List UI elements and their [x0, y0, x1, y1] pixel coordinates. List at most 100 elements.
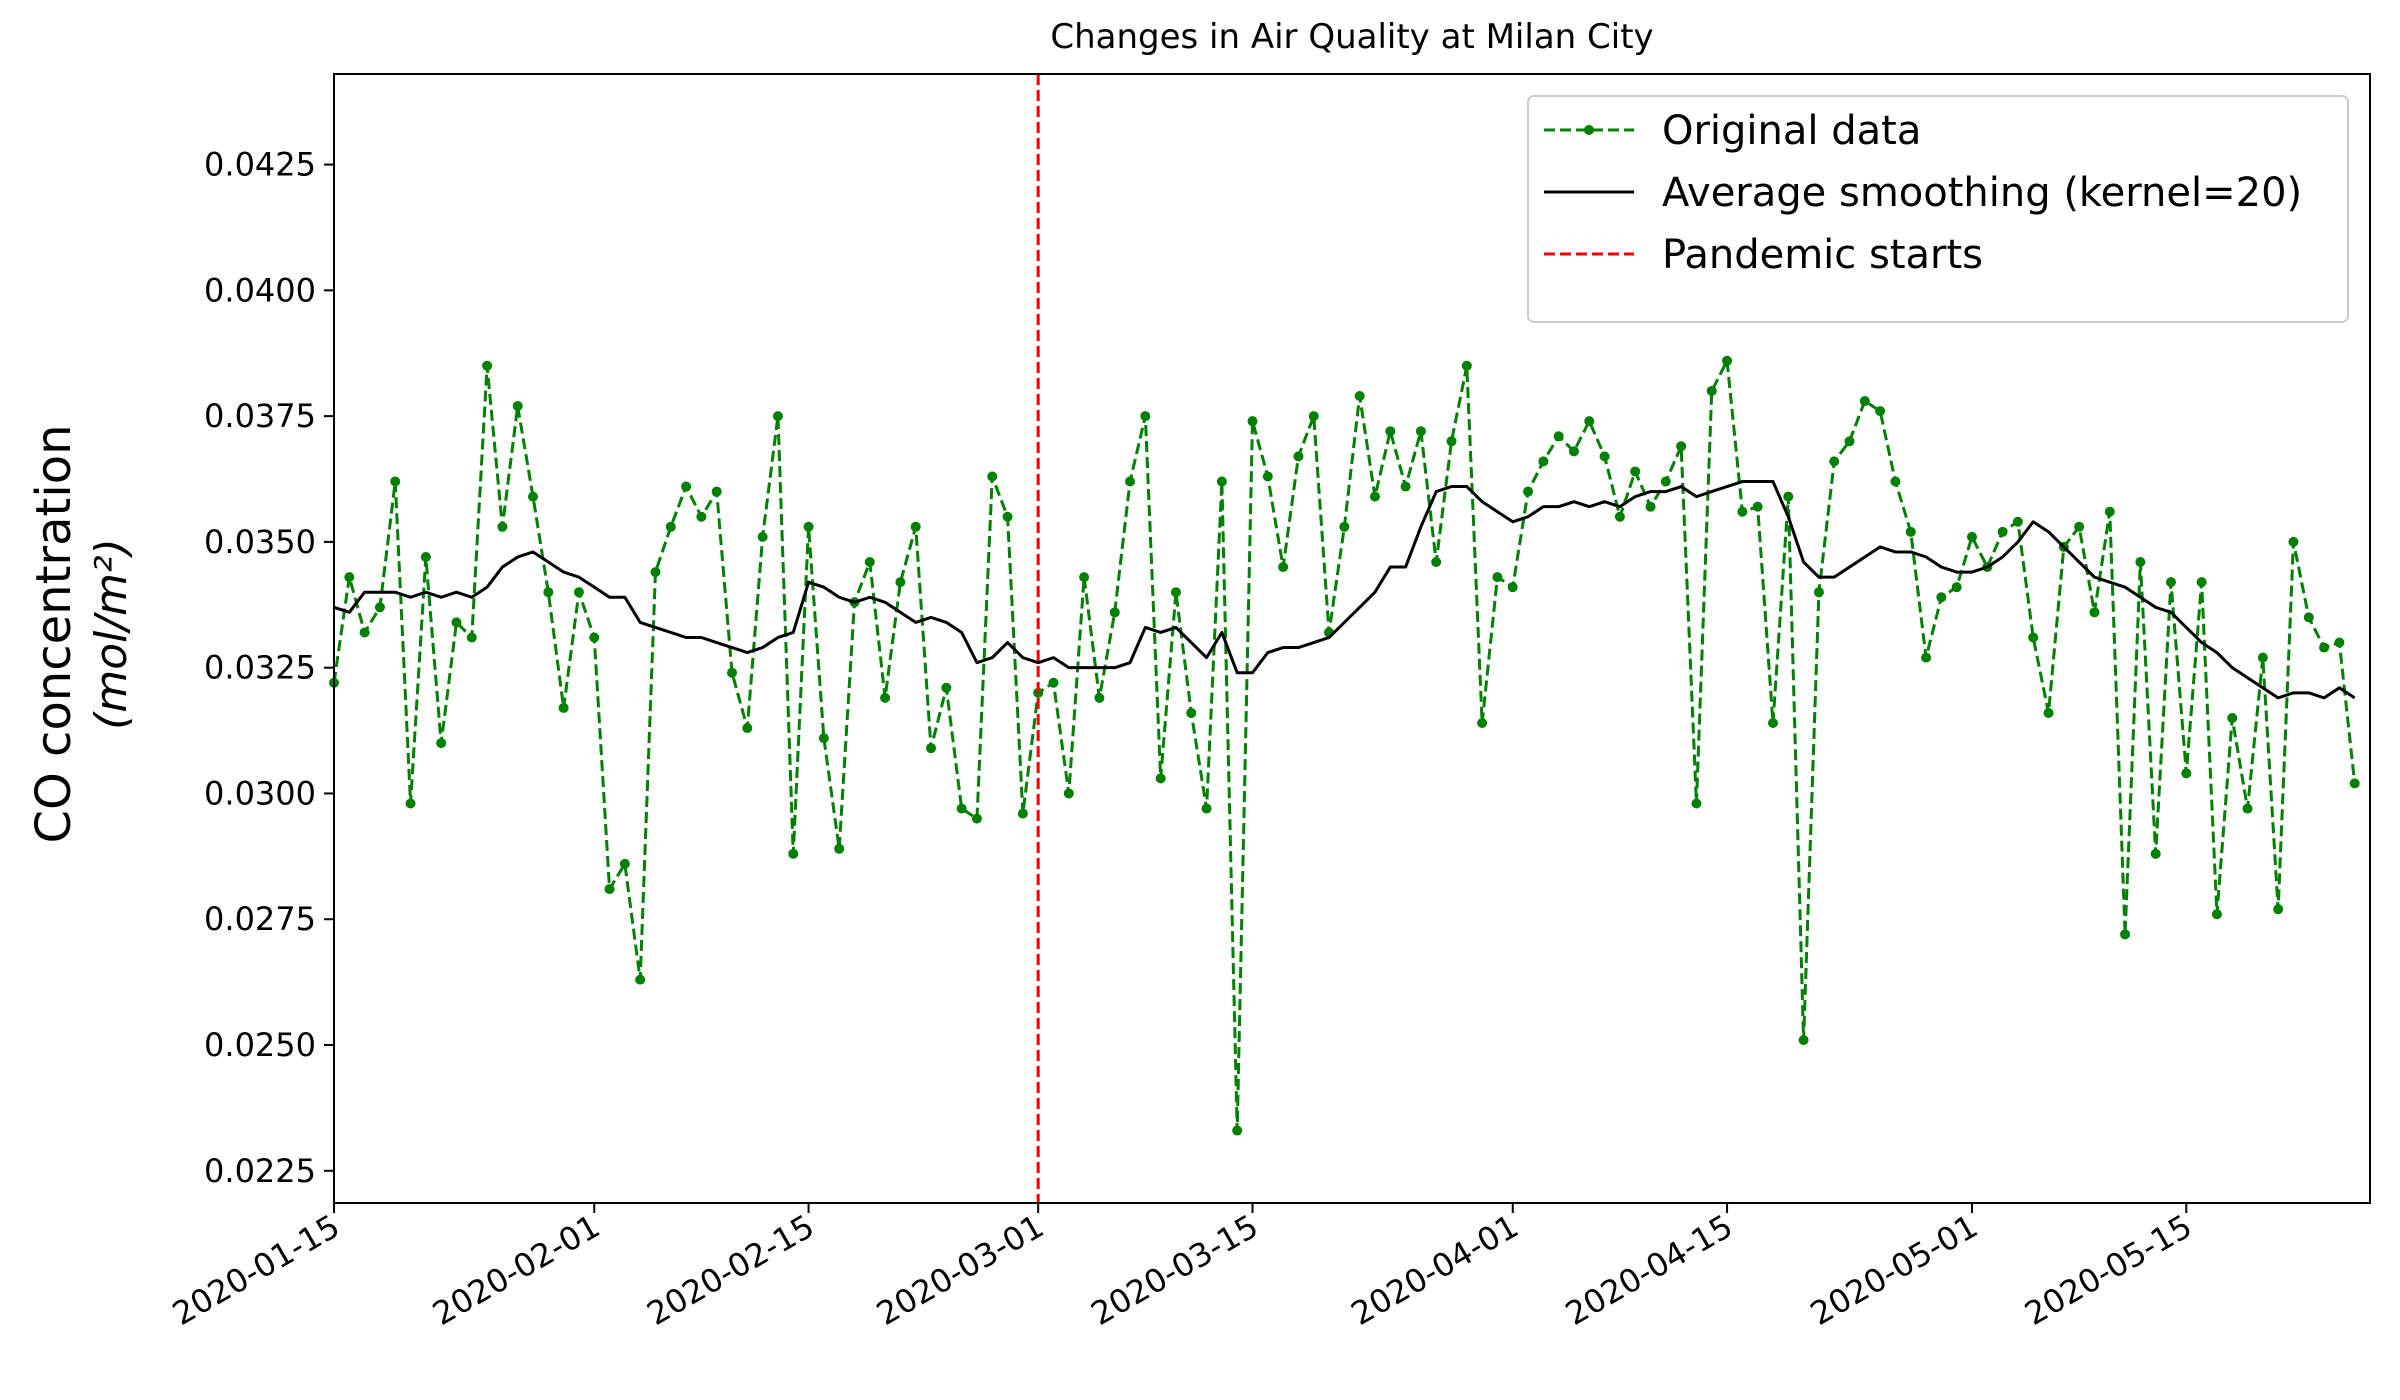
- data-point: [788, 848, 799, 859]
- data-point: [1385, 426, 1396, 437]
- y-tick-label: 0.0300: [204, 774, 316, 812]
- data-point: [727, 667, 738, 678]
- data-point: [2150, 848, 2161, 859]
- data-point: [1017, 808, 1028, 819]
- data-point: [2273, 904, 2284, 915]
- data-point: [1262, 471, 1273, 482]
- data-point: [1538, 456, 1549, 467]
- data-point: [2165, 577, 2176, 588]
- data-point: [482, 360, 493, 371]
- data-point: [344, 572, 355, 583]
- data-point: [374, 602, 385, 613]
- data-point: [1783, 491, 1794, 502]
- data-point: [971, 813, 982, 824]
- data-point: [1492, 572, 1503, 583]
- data-point: [910, 521, 921, 532]
- data-point: [650, 567, 661, 578]
- data-point: [1400, 481, 1411, 492]
- data-point: [635, 974, 646, 985]
- data-point: [864, 557, 875, 568]
- data-point: [2074, 521, 2085, 532]
- data-point: [1859, 396, 1870, 407]
- data-point: [895, 577, 906, 588]
- x-tick-label: 2020-01-15: [166, 1207, 346, 1333]
- data-point: [497, 521, 508, 532]
- legend-label: Average smoothing (kernel=20): [1662, 170, 2302, 216]
- data-point: [2196, 577, 2207, 588]
- legend-box: [1527, 95, 2349, 323]
- data-point: [1140, 411, 1151, 422]
- data-point: [803, 521, 814, 532]
- data-point: [405, 798, 416, 809]
- data-point: [1002, 511, 1013, 522]
- x-tick-label: 2020-03-15: [1084, 1207, 1264, 1333]
- data-point: [1706, 385, 1717, 396]
- data-point: [2349, 778, 2360, 789]
- data-point: [2303, 612, 2314, 623]
- y-axis-label: CO concentration (mol/m²): [26, 425, 137, 844]
- y-tick-label: 0.0225: [204, 1152, 316, 1190]
- data-point: [1155, 773, 1166, 784]
- legend: Original data Average smoothing (kernel=2…: [1527, 95, 2349, 323]
- data-point: [1890, 476, 1901, 487]
- data-point: [1691, 798, 1702, 809]
- data-point: [1844, 436, 1855, 447]
- data-point: [1339, 521, 1350, 532]
- y-tick-label: 0.0250: [204, 1026, 316, 1064]
- data-point: [1232, 1125, 1243, 1136]
- y-tick-label: 0.0425: [204, 146, 316, 184]
- data-point: [466, 632, 477, 643]
- data-point: [604, 884, 615, 895]
- data-point: [1431, 557, 1442, 568]
- data-point: [696, 511, 707, 522]
- data-point: [1875, 406, 1886, 417]
- data-point: [1293, 451, 1304, 462]
- data-point: [2028, 632, 2039, 643]
- data-point: [359, 627, 370, 638]
- data-point: [1936, 592, 1947, 603]
- data-point: [1477, 718, 1488, 729]
- data-point: [1798, 1034, 1809, 1045]
- y-tick-label: 0.0350: [204, 523, 316, 561]
- data-point: [1966, 531, 1977, 542]
- data-point: [1094, 692, 1105, 703]
- data-point: [2211, 909, 2222, 920]
- x-tick-label: 2020-03-01: [870, 1207, 1050, 1333]
- data-point: [436, 738, 447, 749]
- data-point: [1048, 677, 1059, 688]
- data-point: [543, 587, 554, 598]
- data-point: [1109, 607, 1120, 618]
- data-point: [681, 481, 692, 492]
- data-point: [1278, 562, 1289, 573]
- data-point: [818, 733, 829, 744]
- y-label: CO concentration: [26, 425, 82, 844]
- data-point: [2043, 707, 2054, 718]
- data-point: [1201, 803, 1212, 814]
- data-point: [1125, 476, 1136, 487]
- legend-label: Original data: [1662, 108, 1921, 154]
- data-point: [987, 471, 998, 482]
- data-point: [711, 486, 722, 497]
- legend-marker: [1584, 125, 1594, 135]
- data-point: [2089, 607, 2100, 618]
- x-tick-label: 2020-02-15: [641, 1207, 821, 1333]
- data-point: [956, 803, 967, 814]
- data-point: [1308, 411, 1319, 422]
- data-point: [512, 401, 523, 412]
- data-point: [528, 491, 539, 502]
- data-point: [589, 632, 600, 643]
- data-point: [2257, 652, 2268, 663]
- data-point: [1568, 446, 1579, 457]
- data-point: [1676, 441, 1687, 452]
- data-point: [2120, 929, 2131, 940]
- data-point: [1584, 416, 1595, 427]
- plot-frame: [333, 73, 2371, 1204]
- data-point: [1997, 526, 2008, 537]
- data-point: [941, 682, 952, 693]
- data-point: [1599, 451, 1610, 462]
- y-tick-label: 0.0400: [204, 271, 316, 309]
- data-point: [1630, 466, 1641, 477]
- data-point: [2242, 803, 2253, 814]
- data-point: [2104, 506, 2115, 517]
